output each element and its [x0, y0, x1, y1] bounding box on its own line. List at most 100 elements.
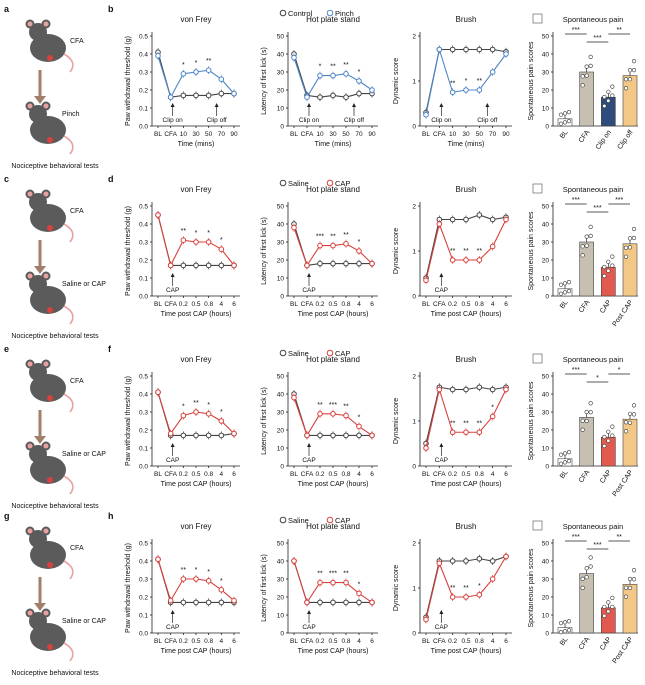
- inflamed-paw-icon: [47, 395, 53, 401]
- x-tick-label: 6: [504, 301, 508, 308]
- x-tick-label: 0.8: [204, 301, 213, 308]
- individual-point: [627, 411, 633, 416]
- significance-star: ***: [316, 234, 324, 241]
- individual-point: [566, 289, 572, 294]
- data-point-saline: [343, 260, 349, 267]
- annotation-label: CAP: [435, 287, 448, 294]
- significance-star: **: [450, 420, 456, 427]
- chart-1-0: von Frey 0.0 0.1 0.2 0.3 0.4 0.5 Paw withdrawal…: [125, 15, 240, 148]
- data-point-pinch: [205, 67, 212, 73]
- individual-point: [580, 585, 585, 590]
- chart-4-3: Spontaneous pain 0 10 20 30 40 50 Spontaneous p…: [528, 520, 638, 665]
- data-point-pinch: [180, 71, 187, 77]
- data-point-control: [218, 90, 225, 97]
- data-point-cap: [180, 412, 187, 419]
- data-point-control: [317, 94, 323, 100]
- data-point-cap: [317, 579, 323, 586]
- y-tick-label: 0: [412, 124, 416, 131]
- individual-point: [566, 450, 572, 455]
- data-point-cap: [369, 260, 375, 267]
- data-point-cap: [205, 578, 212, 584]
- significance-star: *: [195, 567, 198, 574]
- x-tick-label: 0.8: [475, 471, 484, 478]
- data-point-pinch: [155, 53, 161, 59]
- annotation-label: Clip on: [299, 117, 320, 124]
- data-point-cap: [193, 409, 199, 415]
- data-point-saline: [330, 599, 336, 606]
- data-point-cap: [369, 599, 375, 606]
- data-point-pinch: [317, 72, 323, 79]
- individual-point: [562, 290, 568, 295]
- x-tick-label: 50: [342, 131, 350, 138]
- mouse-ear-inner-icon: [27, 443, 33, 449]
- x-tick-label: CFA: [164, 301, 177, 308]
- data-point-cap: [291, 558, 297, 564]
- y-tick-label: 30: [277, 410, 285, 417]
- individual-point: [580, 253, 585, 258]
- individual-point: [588, 54, 593, 59]
- y-tick-label: 0: [545, 631, 549, 638]
- x-tick-label: 0.5: [191, 638, 200, 645]
- y-tick-label: 0.2: [139, 258, 148, 265]
- data-point-cap: [304, 599, 310, 606]
- data-point-saline: [343, 599, 349, 606]
- individual-point: [610, 254, 615, 259]
- mouse-ear-inner-icon: [27, 610, 33, 616]
- x-tick-label: 10: [180, 131, 188, 138]
- panel-label: c: [4, 174, 9, 184]
- data-point-saline: [463, 386, 469, 393]
- treatment-label: Saline or CAP: [62, 618, 106, 625]
- panel-label: h: [108, 511, 114, 521]
- individual-point: [566, 628, 572, 633]
- panel-title: Brush: [456, 185, 477, 194]
- x-tick-label: 0.2: [179, 301, 188, 308]
- x-tick-label: CFA: [433, 471, 446, 478]
- significance-star: **: [317, 402, 323, 409]
- individual-point: [588, 401, 593, 406]
- x-tick-label: 0.5: [461, 471, 470, 478]
- x-axis-title: Time (mins): [178, 141, 215, 148]
- panel-title: Brush: [456, 355, 477, 364]
- y-tick-label: 0: [545, 294, 549, 301]
- y-tick-label: 30: [542, 240, 550, 247]
- individual-point: [610, 595, 615, 600]
- x-tick-label: 0.5: [191, 471, 200, 478]
- mouse-body-icon: [30, 286, 66, 314]
- x-tick-label: BL: [154, 131, 162, 138]
- down-arrow-icon: [34, 603, 46, 611]
- treatment-label: Pinch: [62, 111, 80, 118]
- data-point-cap: [218, 587, 225, 593]
- significance-star: *: [478, 583, 481, 590]
- individual-point: [631, 59, 637, 64]
- y-axis-title: Latency of first lick (s): [261, 47, 268, 115]
- y-tick-label: 50: [542, 204, 550, 211]
- inflamed-paw-icon: [47, 477, 53, 483]
- x-tick-label: BL: [422, 131, 430, 138]
- x-tick-label: 0.5: [328, 301, 337, 308]
- x-axis-title: Time post CAP (hours): [431, 481, 502, 488]
- significance-star: *: [358, 414, 361, 421]
- data-point-cap: [167, 597, 174, 604]
- data-point-cap: [231, 430, 237, 437]
- individual-point: [566, 619, 572, 624]
- significance-star: *: [358, 69, 361, 76]
- cfa-label: CFA: [70, 38, 84, 45]
- x-tick-label: BL: [290, 638, 298, 645]
- individual-point: [566, 459, 572, 464]
- individual-point: [610, 424, 615, 429]
- individual-point: [580, 74, 585, 79]
- footer-label: Nociceptive behavioral tests: [11, 503, 99, 510]
- significance-star: *: [195, 60, 198, 67]
- x-tick-label: CFA: [164, 471, 177, 478]
- x-tick-label: BL: [290, 131, 298, 138]
- mouse-ear-inner-icon: [27, 528, 33, 534]
- x-axis-title: Time post CAP (hours): [161, 311, 232, 318]
- mouse-ear-inner-icon: [43, 273, 49, 279]
- cfa-label: CFA: [70, 378, 84, 385]
- y-tick-label: 10: [277, 613, 285, 620]
- individual-point: [558, 452, 564, 457]
- individual-point: [558, 282, 564, 287]
- mouse-ear-inner-icon: [27, 361, 33, 367]
- significance-star: ***: [329, 402, 337, 409]
